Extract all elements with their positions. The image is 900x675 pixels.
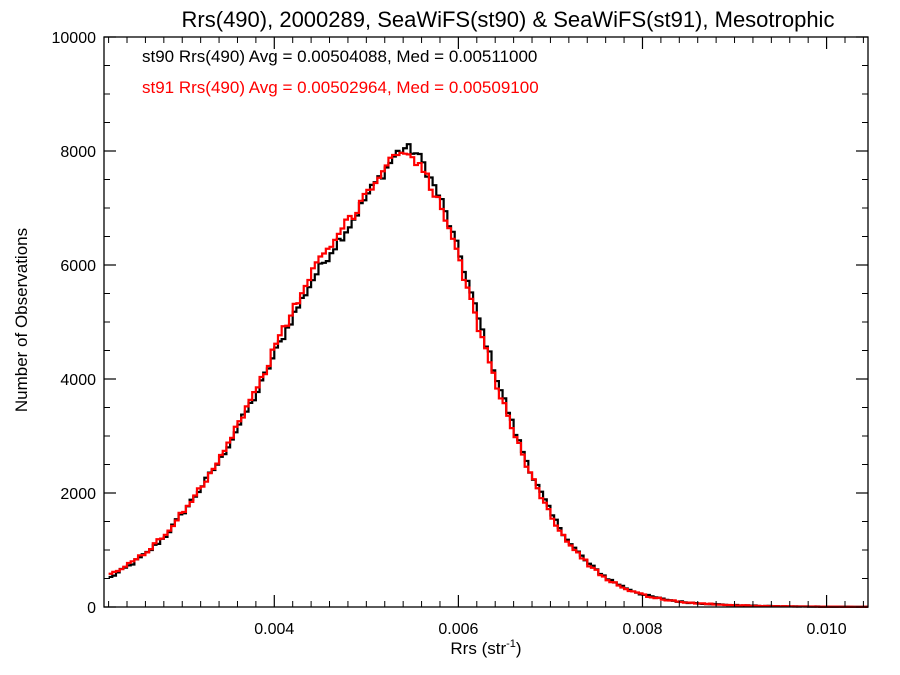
x-tick-label: 0.004 xyxy=(254,621,294,638)
y-tick-label: 0 xyxy=(87,600,96,617)
y-tick-label: 2000 xyxy=(60,486,96,503)
x-tick-label: 0.008 xyxy=(622,621,662,638)
x-axis-label: Rrs (str-1) xyxy=(450,638,521,658)
y-tick-label: 10000 xyxy=(52,30,97,47)
x-tick-label: 0.006 xyxy=(438,621,478,638)
y-axis-label: Number of Observations xyxy=(12,228,31,412)
legend-entry-st91: st91 Rrs(490) Avg = 0.00502964, Med = 0.… xyxy=(142,78,539,97)
plot-frame xyxy=(103,36,869,608)
series-line-st90 xyxy=(108,143,869,608)
y-tick-label: 4000 xyxy=(60,372,96,389)
axes-layer: 0.004 0.006 0.008 0.010 0 2000 4000 6000 8000 100… xyxy=(52,30,869,638)
series-line-st91 xyxy=(108,151,869,609)
series-layer xyxy=(108,143,869,609)
legend-entry-st90: st90 Rrs(490) Avg = 0.00504088, Med = 0.… xyxy=(142,47,537,66)
y-tick-label: 8000 xyxy=(60,144,96,161)
y-tick-label: 6000 xyxy=(60,258,96,275)
chart-title: Rrs(490), 2000289, SeaWiFS(st90) & SeaWi… xyxy=(182,7,835,32)
x-tick-label: 0.010 xyxy=(807,621,847,638)
